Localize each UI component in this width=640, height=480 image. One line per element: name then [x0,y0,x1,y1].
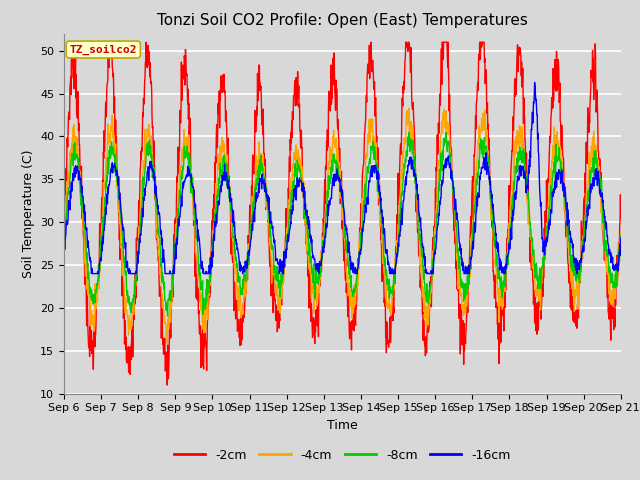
X-axis label: Time: Time [327,419,358,432]
Title: Tonzi Soil CO2 Profile: Open (East) Temperatures: Tonzi Soil CO2 Profile: Open (East) Temp… [157,13,528,28]
Text: TZ_soilco2: TZ_soilco2 [70,44,137,55]
Y-axis label: Soil Temperature (C): Soil Temperature (C) [22,149,35,278]
Legend: -2cm, -4cm, -8cm, -16cm: -2cm, -4cm, -8cm, -16cm [169,444,516,467]
